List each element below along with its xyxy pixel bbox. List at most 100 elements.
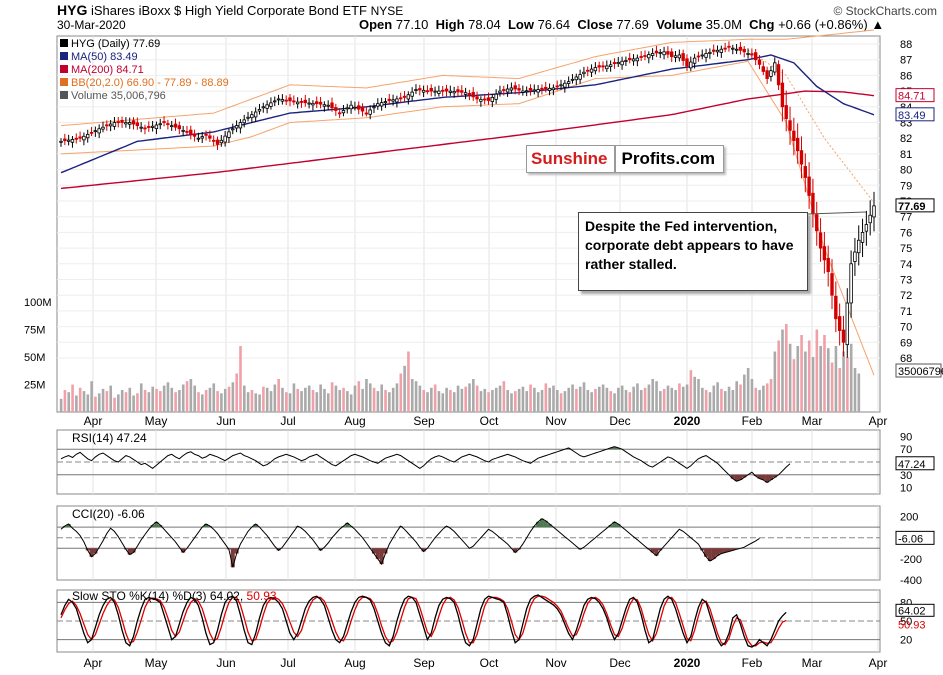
volume-bar	[243, 385, 246, 412]
value-tag: 83.49	[898, 110, 926, 122]
volume-bar	[319, 384, 322, 412]
volume-bar	[506, 390, 509, 412]
candle-body	[624, 60, 628, 62]
volume-bar	[792, 359, 796, 412]
candle-body	[166, 123, 170, 125]
volume-bar	[212, 383, 216, 412]
candle-body	[376, 103, 380, 107]
sto-title-d-value: 50.93	[247, 589, 277, 603]
volume-bar	[605, 387, 609, 412]
candle-body	[753, 52, 758, 61]
volume-bar	[254, 393, 258, 412]
x-tick-label-top: Sep	[413, 414, 435, 428]
candle-body	[727, 45, 731, 48]
volume-bar	[296, 388, 300, 412]
candle-body	[734, 48, 739, 51]
volume-bar	[571, 384, 574, 412]
volume-bar	[796, 346, 800, 412]
volume-bar	[491, 390, 494, 412]
x-tick-label-top: 2020	[674, 414, 701, 428]
candle-body	[257, 109, 262, 112]
volume-bar	[723, 391, 727, 412]
volume-bar	[727, 386, 731, 412]
volume-bar	[292, 383, 296, 412]
candle-body	[414, 89, 418, 91]
volume-bar	[510, 393, 513, 412]
candle-body	[93, 130, 98, 133]
candle-body	[147, 126, 151, 128]
candle-body	[448, 90, 453, 93]
candle-body	[437, 90, 441, 94]
up-arrow-icon: ▲	[871, 17, 885, 32]
volume-bar	[781, 329, 784, 412]
volume-bar	[815, 329, 819, 412]
candle-body	[253, 111, 258, 118]
rsi-y-tick: 30	[900, 470, 912, 482]
candle-body	[234, 125, 239, 129]
candle-body	[97, 128, 101, 134]
candle-body	[101, 126, 105, 130]
volume-bar	[754, 387, 758, 412]
ma200-line	[60, 90, 875, 190]
volume-bar	[368, 383, 372, 412]
volume-bar	[147, 392, 151, 412]
candle-body	[150, 125, 155, 128]
legend-entry: MA(50) 83.49	[71, 51, 138, 63]
volume-bar	[63, 390, 67, 412]
volume-bar	[670, 387, 674, 412]
volume-bar	[475, 385, 479, 412]
bb-mid-line	[747, 49, 875, 204]
candle-body	[677, 54, 682, 59]
candle-body	[685, 58, 689, 67]
volume-bar	[445, 387, 448, 412]
volume-y-tick: 75M	[24, 325, 45, 337]
volume-tag: 35006796	[898, 366, 943, 378]
value-tag-box	[895, 107, 935, 122]
price-y-tick: 86	[900, 70, 912, 82]
volume-bar	[380, 384, 384, 412]
candle-body	[826, 257, 830, 273]
candle-body	[776, 64, 781, 86]
x-tick-label-bottom: Jul	[280, 656, 295, 670]
volume-bar	[494, 387, 498, 412]
volume-bar	[643, 387, 647, 412]
candle-body	[544, 86, 548, 90]
volume-bar	[384, 390, 387, 412]
candle-body	[681, 53, 685, 61]
price-y-tick: 82	[900, 133, 912, 145]
rsi-y-tick: 70	[900, 444, 912, 456]
candle-body	[63, 138, 67, 142]
candle-body	[692, 57, 697, 64]
candle-body	[536, 89, 540, 93]
brand-label: © StockCharts.com	[833, 4, 937, 18]
x-tick-label-top: Mar	[802, 414, 823, 428]
volume-bar	[811, 357, 815, 412]
candle-body	[643, 55, 647, 57]
candle-body	[231, 128, 235, 131]
volume-bar	[216, 391, 219, 412]
volume-bar	[651, 379, 655, 412]
volume-bar	[330, 382, 334, 412]
x-tick-label-top: May	[145, 414, 168, 428]
volume-bar	[117, 394, 120, 412]
volume-bar	[472, 379, 475, 412]
value-tag-box	[895, 198, 935, 213]
candle-body	[345, 107, 349, 110]
volume-bar	[739, 384, 742, 412]
candle-body	[837, 316, 842, 331]
volume-bar	[479, 391, 483, 412]
volume-bar	[662, 388, 666, 412]
candle-body	[70, 139, 75, 143]
logo-part-profits: Profits.com	[621, 149, 716, 168]
candle-body	[387, 98, 391, 101]
volume-bar	[563, 391, 567, 412]
volume-bar	[597, 386, 601, 412]
x-tick-label-top: Aug	[344, 414, 365, 428]
x-tick-label-bottom: 2020	[674, 656, 701, 670]
volume-bar	[544, 383, 548, 412]
legend-entry: Volume 35,006,796	[71, 90, 166, 102]
candle-body	[288, 97, 292, 102]
legend-entry: BB(20,2.0) 66.90 - 77.89 - 88.89	[71, 77, 229, 89]
candle-body	[811, 192, 815, 214]
candle-body	[475, 96, 479, 100]
